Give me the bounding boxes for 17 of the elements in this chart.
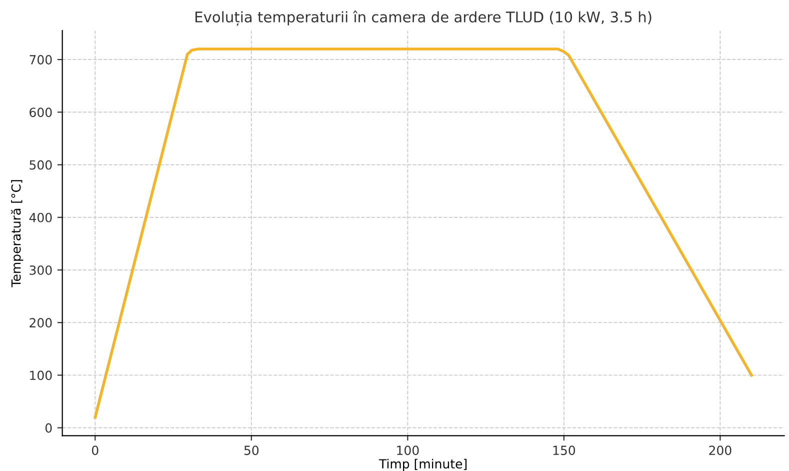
y-tick-label: 200 — [30, 318, 52, 328]
y-tick-label: 100 — [30, 370, 52, 380]
x-tick-label: 100 — [397, 446, 419, 456]
x-axis-title: Timp [minute] — [378, 458, 467, 471]
chart-title: Evoluția temperaturii în camera de ardere TLUD (10 kW, 3.5 h) — [196, 10, 652, 26]
y-tick-label: 600 — [30, 108, 52, 118]
y-tick-label: 400 — [29, 212, 52, 222]
y-axis-title: Temperatură [°C] — [11, 180, 24, 288]
y-tick-label: 500 — [30, 160, 52, 170]
x-tick-label: 0 — [92, 446, 98, 456]
y-tick-label: 300 — [30, 265, 52, 275]
x-tick-label: 50 — [244, 446, 259, 456]
x-tick-label: 150 — [553, 446, 576, 456]
x-tick-label: 200 — [709, 446, 732, 456]
y-tick-label: 700 — [30, 55, 52, 64]
line-series — [94, 48, 753, 419]
y-tick-label: 0 — [45, 423, 52, 433]
